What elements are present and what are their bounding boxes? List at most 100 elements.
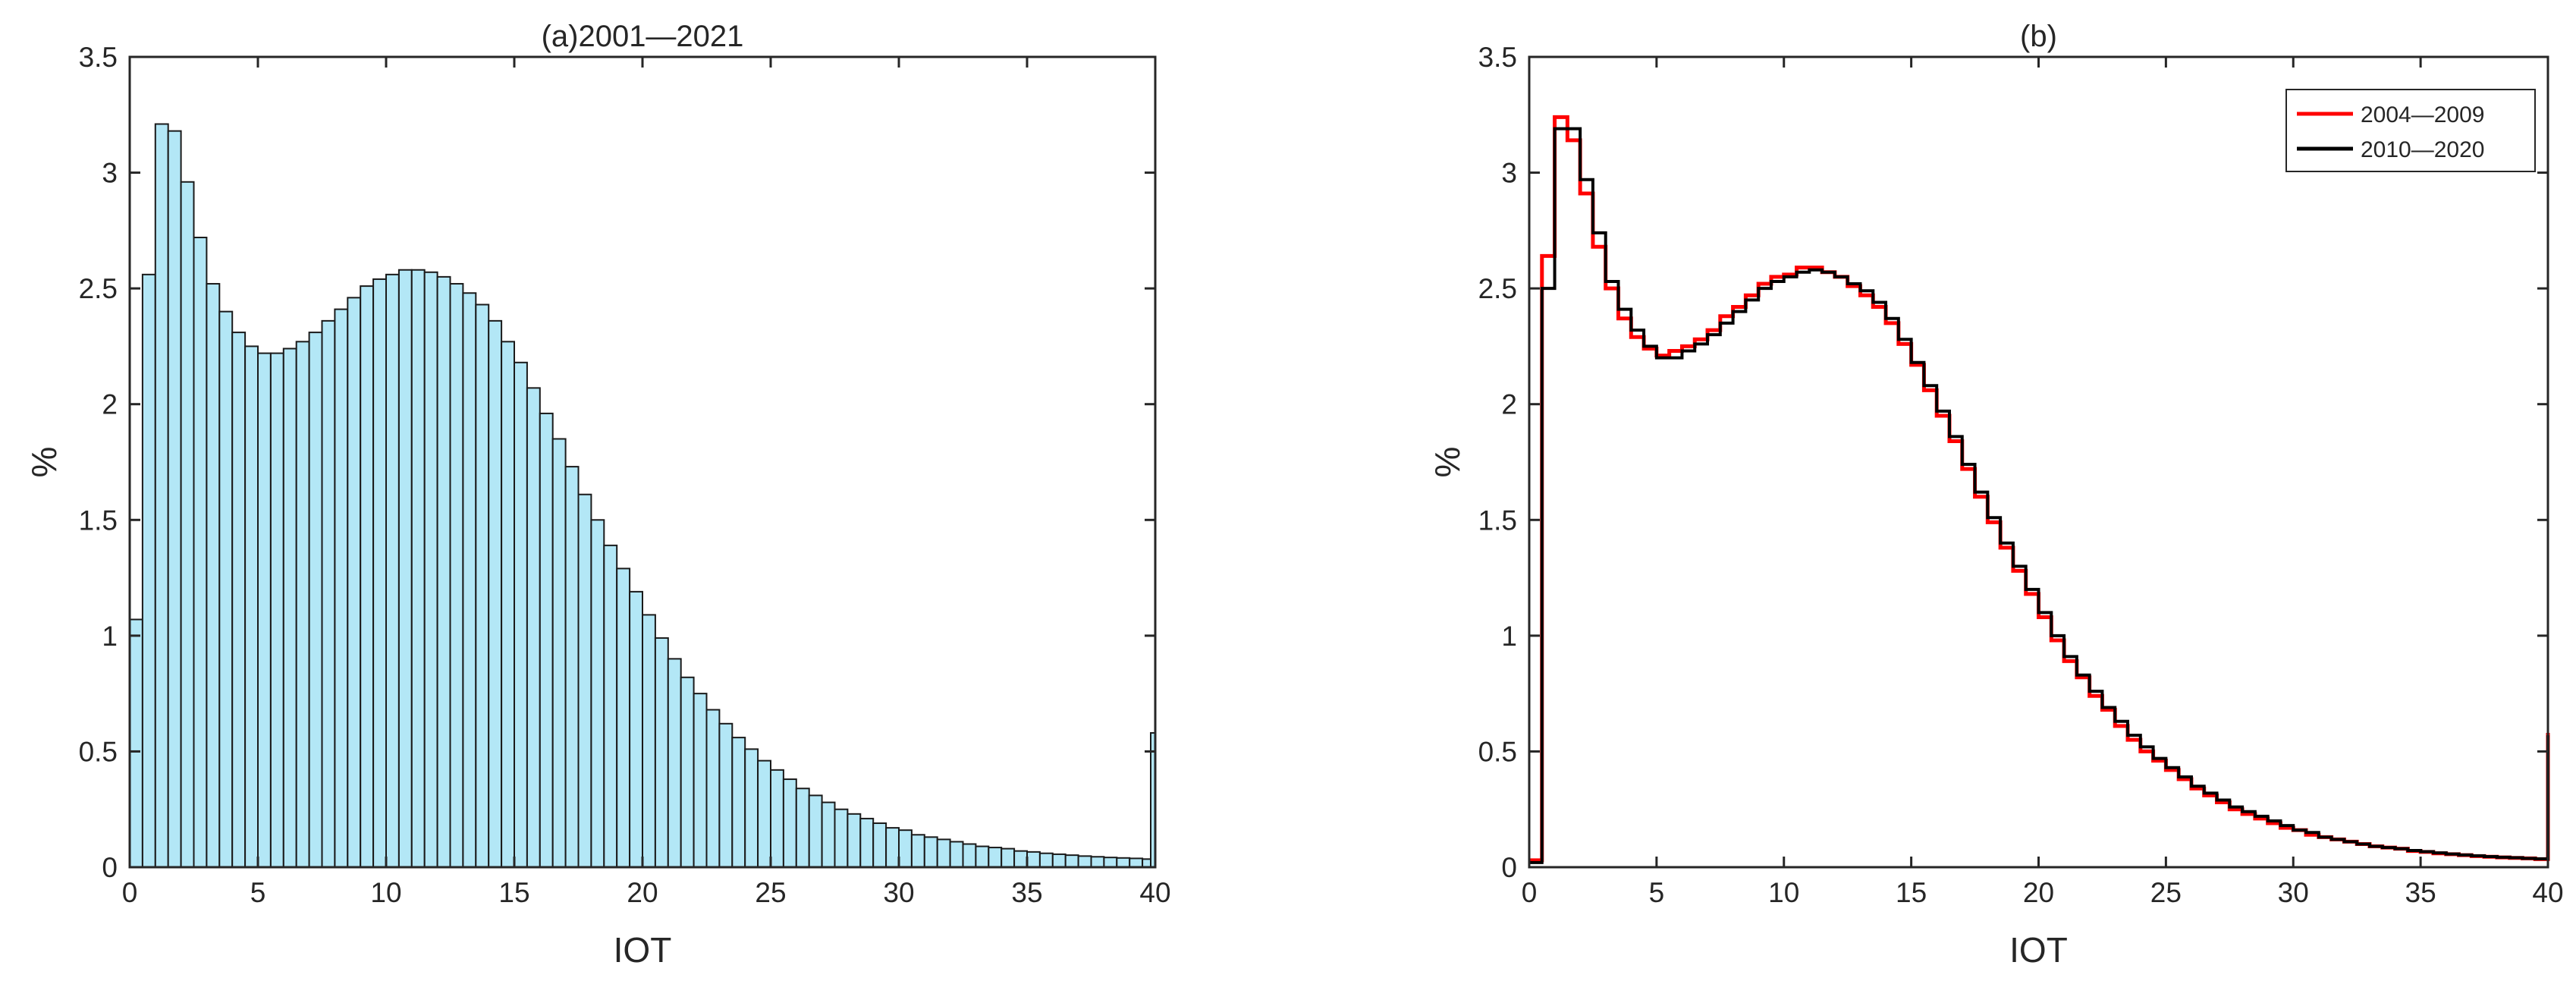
panel-b-title: (b) — [2020, 20, 2057, 53]
histogram-bar — [616, 568, 631, 868]
histogram-bar — [308, 332, 323, 868]
panel-a-xtick-label: 15 — [498, 877, 529, 908]
histogram-bar — [936, 838, 951, 868]
histogram-bar — [372, 278, 388, 868]
series-line-2010-2020 — [1529, 127, 2549, 864]
panel-a-ytick-label: 1.5 — [79, 505, 118, 536]
histogram-bar — [859, 817, 875, 869]
histogram-bar — [654, 637, 669, 868]
histogram-bar — [1051, 853, 1067, 868]
histogram-bar — [603, 544, 618, 868]
panel-b-ytick-label: 3.5 — [1478, 42, 1517, 73]
histogram-bar — [629, 590, 643, 868]
panel-b-ytick-label: 2.5 — [1478, 273, 1517, 304]
panel-b-xtick-label: 25 — [2150, 877, 2182, 908]
histogram-bar — [334, 308, 349, 868]
histogram-bar — [449, 283, 464, 869]
histogram-bar — [360, 285, 375, 868]
panel-b-ytick-label: 1 — [1501, 621, 1517, 652]
panel-b: 0 5 10 15 20 25 30 35 40 0 0.5 1 1.5 2 2.5 3 3.5 (b) IOT… — [1428, 20, 2564, 970]
histogram-bar — [475, 303, 490, 868]
panel-b-ytick-label: 0 — [1501, 852, 1517, 883]
histogram-bar — [1001, 847, 1016, 869]
histogram-bar — [1038, 852, 1054, 868]
histogram-bar — [770, 769, 784, 869]
histogram-bar — [680, 676, 695, 868]
histogram-bar — [1026, 851, 1041, 869]
histogram-bar — [564, 466, 580, 868]
histogram-bar — [744, 748, 759, 868]
histogram-bar — [385, 273, 400, 868]
histogram-bar — [551, 438, 567, 868]
legend-label-2004-2009: 2004—2009 — [2361, 102, 2484, 127]
panel-b-xtick-label: 0 — [1522, 877, 1538, 908]
histogram-bar — [397, 269, 413, 868]
panel-b-xtick-label: 40 — [2532, 877, 2563, 908]
panel-a-ticks: 0 5 10 15 20 25 30 35 40 0 0.5 1 1.5 2 2.5 3 3.5 — [79, 42, 1171, 908]
panel-a-title: (a)2001—2021 — [542, 20, 744, 53]
histogram-bar — [693, 693, 708, 869]
panel-b-xtick-label: 10 — [1768, 877, 1799, 908]
histogram-bar — [269, 352, 284, 868]
histogram-bar — [577, 493, 592, 868]
panel-a-xtick-label: 40 — [1139, 877, 1170, 908]
histogram-bar — [821, 801, 836, 869]
panel-a-xtick-label: 35 — [1011, 877, 1042, 908]
histogram-bar — [923, 836, 938, 868]
histogram-bar — [988, 847, 1003, 869]
histogram-bar — [180, 181, 195, 868]
histogram-bar — [231, 332, 247, 868]
histogram-bar — [218, 310, 234, 868]
histogram-bar — [885, 827, 900, 869]
histogram-bar — [642, 614, 656, 868]
histogram-bar — [667, 658, 682, 868]
panel-a-xtick-label: 5 — [250, 877, 266, 908]
histogram-bar — [834, 808, 849, 868]
histogram-bar — [1013, 850, 1028, 869]
panel-b-ytick-label: 2 — [1501, 389, 1517, 420]
histogram-bar — [590, 519, 605, 868]
histogram-bar — [141, 273, 156, 868]
histogram-bar — [1064, 854, 1079, 868]
panel-a-xtick-label: 20 — [627, 877, 658, 908]
histogram-bar — [282, 347, 297, 869]
histogram-bar — [129, 618, 143, 868]
panel-b-xtick-label: 30 — [2278, 877, 2309, 908]
histogram-bar — [410, 269, 426, 868]
panel-b-xtick-label: 5 — [1649, 877, 1665, 908]
histogram-bar — [206, 283, 221, 869]
histogram-bar — [1129, 857, 1144, 868]
panel-a-ytick-label: 1 — [102, 621, 118, 652]
panel-a-xtick-label: 0 — [122, 877, 138, 908]
histogram-bar — [910, 834, 925, 869]
histogram-bar — [757, 759, 771, 868]
panel-b-xtick-label: 15 — [1896, 877, 1927, 908]
histogram-bar — [975, 845, 990, 868]
panel-a-ytick-label: 0 — [102, 852, 118, 883]
histogram-bar — [847, 813, 862, 868]
legend-label-2010-2020: 2010—2020 — [2361, 137, 2484, 162]
panel-a-ytick-label: 3.5 — [79, 42, 118, 73]
histogram-bar — [501, 341, 515, 868]
histogram-bar — [193, 237, 208, 868]
histogram-bar — [423, 271, 438, 869]
histogram-bar — [347, 297, 362, 868]
histogram-bar — [718, 722, 734, 868]
histogram-bar — [795, 788, 810, 869]
panel-a-ytick-label: 2 — [102, 389, 118, 420]
histogram-bar — [1077, 855, 1092, 869]
histogram-bar — [872, 822, 887, 868]
panel-b-ytick-label: 1.5 — [1478, 505, 1517, 536]
panel-a: 0 5 10 15 20 25 30 35 40 0 0.5 1 1.5 2 2.5 3 3.5 (a)2001… — [24, 20, 1171, 970]
panel-a-x-axis-label: IOT — [614, 930, 672, 970]
histogram-bar — [514, 361, 528, 868]
panel-b-xtick-label: 35 — [2405, 877, 2436, 908]
panel-b-step-lines — [1529, 115, 2550, 864]
histogram-bar — [808, 794, 823, 869]
panel-a-xtick-label: 25 — [755, 877, 786, 908]
histogram-bar — [1116, 857, 1131, 869]
histogram-bar — [257, 352, 272, 868]
panel-a-xtick-label: 30 — [883, 877, 914, 908]
histogram-bar — [526, 387, 541, 868]
